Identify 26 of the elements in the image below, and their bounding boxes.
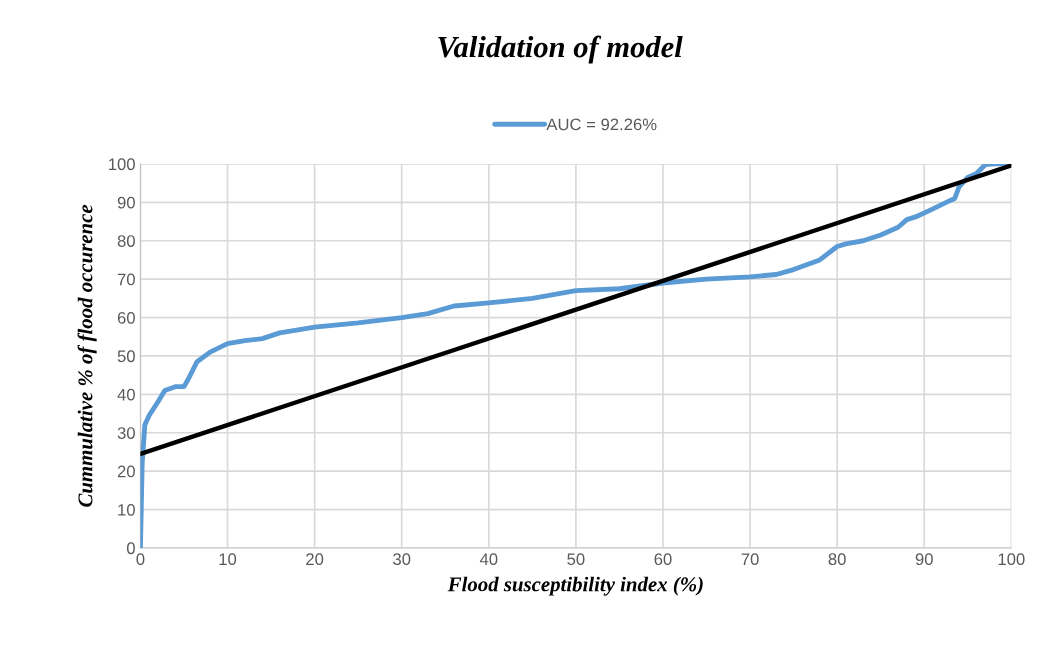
y-tick-label: 20 [117,465,135,478]
x-tick-label: 60 [654,553,672,566]
y-tick-label: 60 [117,311,135,324]
x-tick-label: 70 [741,553,759,566]
x-tick-label: 90 [915,553,933,566]
x-tick-label: 50 [567,553,585,566]
x-tick-label: 100 [998,553,1025,566]
y-tick-label: 80 [117,235,135,247]
y-tick-label: 10 [118,503,135,516]
y-tick-label: 70 [117,273,135,286]
legend-label: AUC = 92.26% [546,118,657,131]
y-tick-label: 40 [117,388,135,401]
x-tick-label: 40 [479,553,498,566]
y-tick-label: 90 [117,196,135,209]
x-axis-title: Flood susceptibility index (%) [447,576,703,596]
x-tick-label: 0 [136,553,145,566]
y-tick-label: 30 [117,427,135,439]
x-tick-label: 80 [828,553,846,566]
x-tick-label: 20 [306,553,324,566]
x-tick-label: 30 [393,553,411,566]
y-tick-label: 100 [109,158,135,171]
chart-title: Validation of model [438,35,683,64]
y-tick-label: 50 [117,350,135,363]
x-tick-label: 10 [219,553,237,566]
y-axis-title: Cummulative % of flood occurence [77,204,97,507]
y-tick-label: 0 [126,542,135,555]
